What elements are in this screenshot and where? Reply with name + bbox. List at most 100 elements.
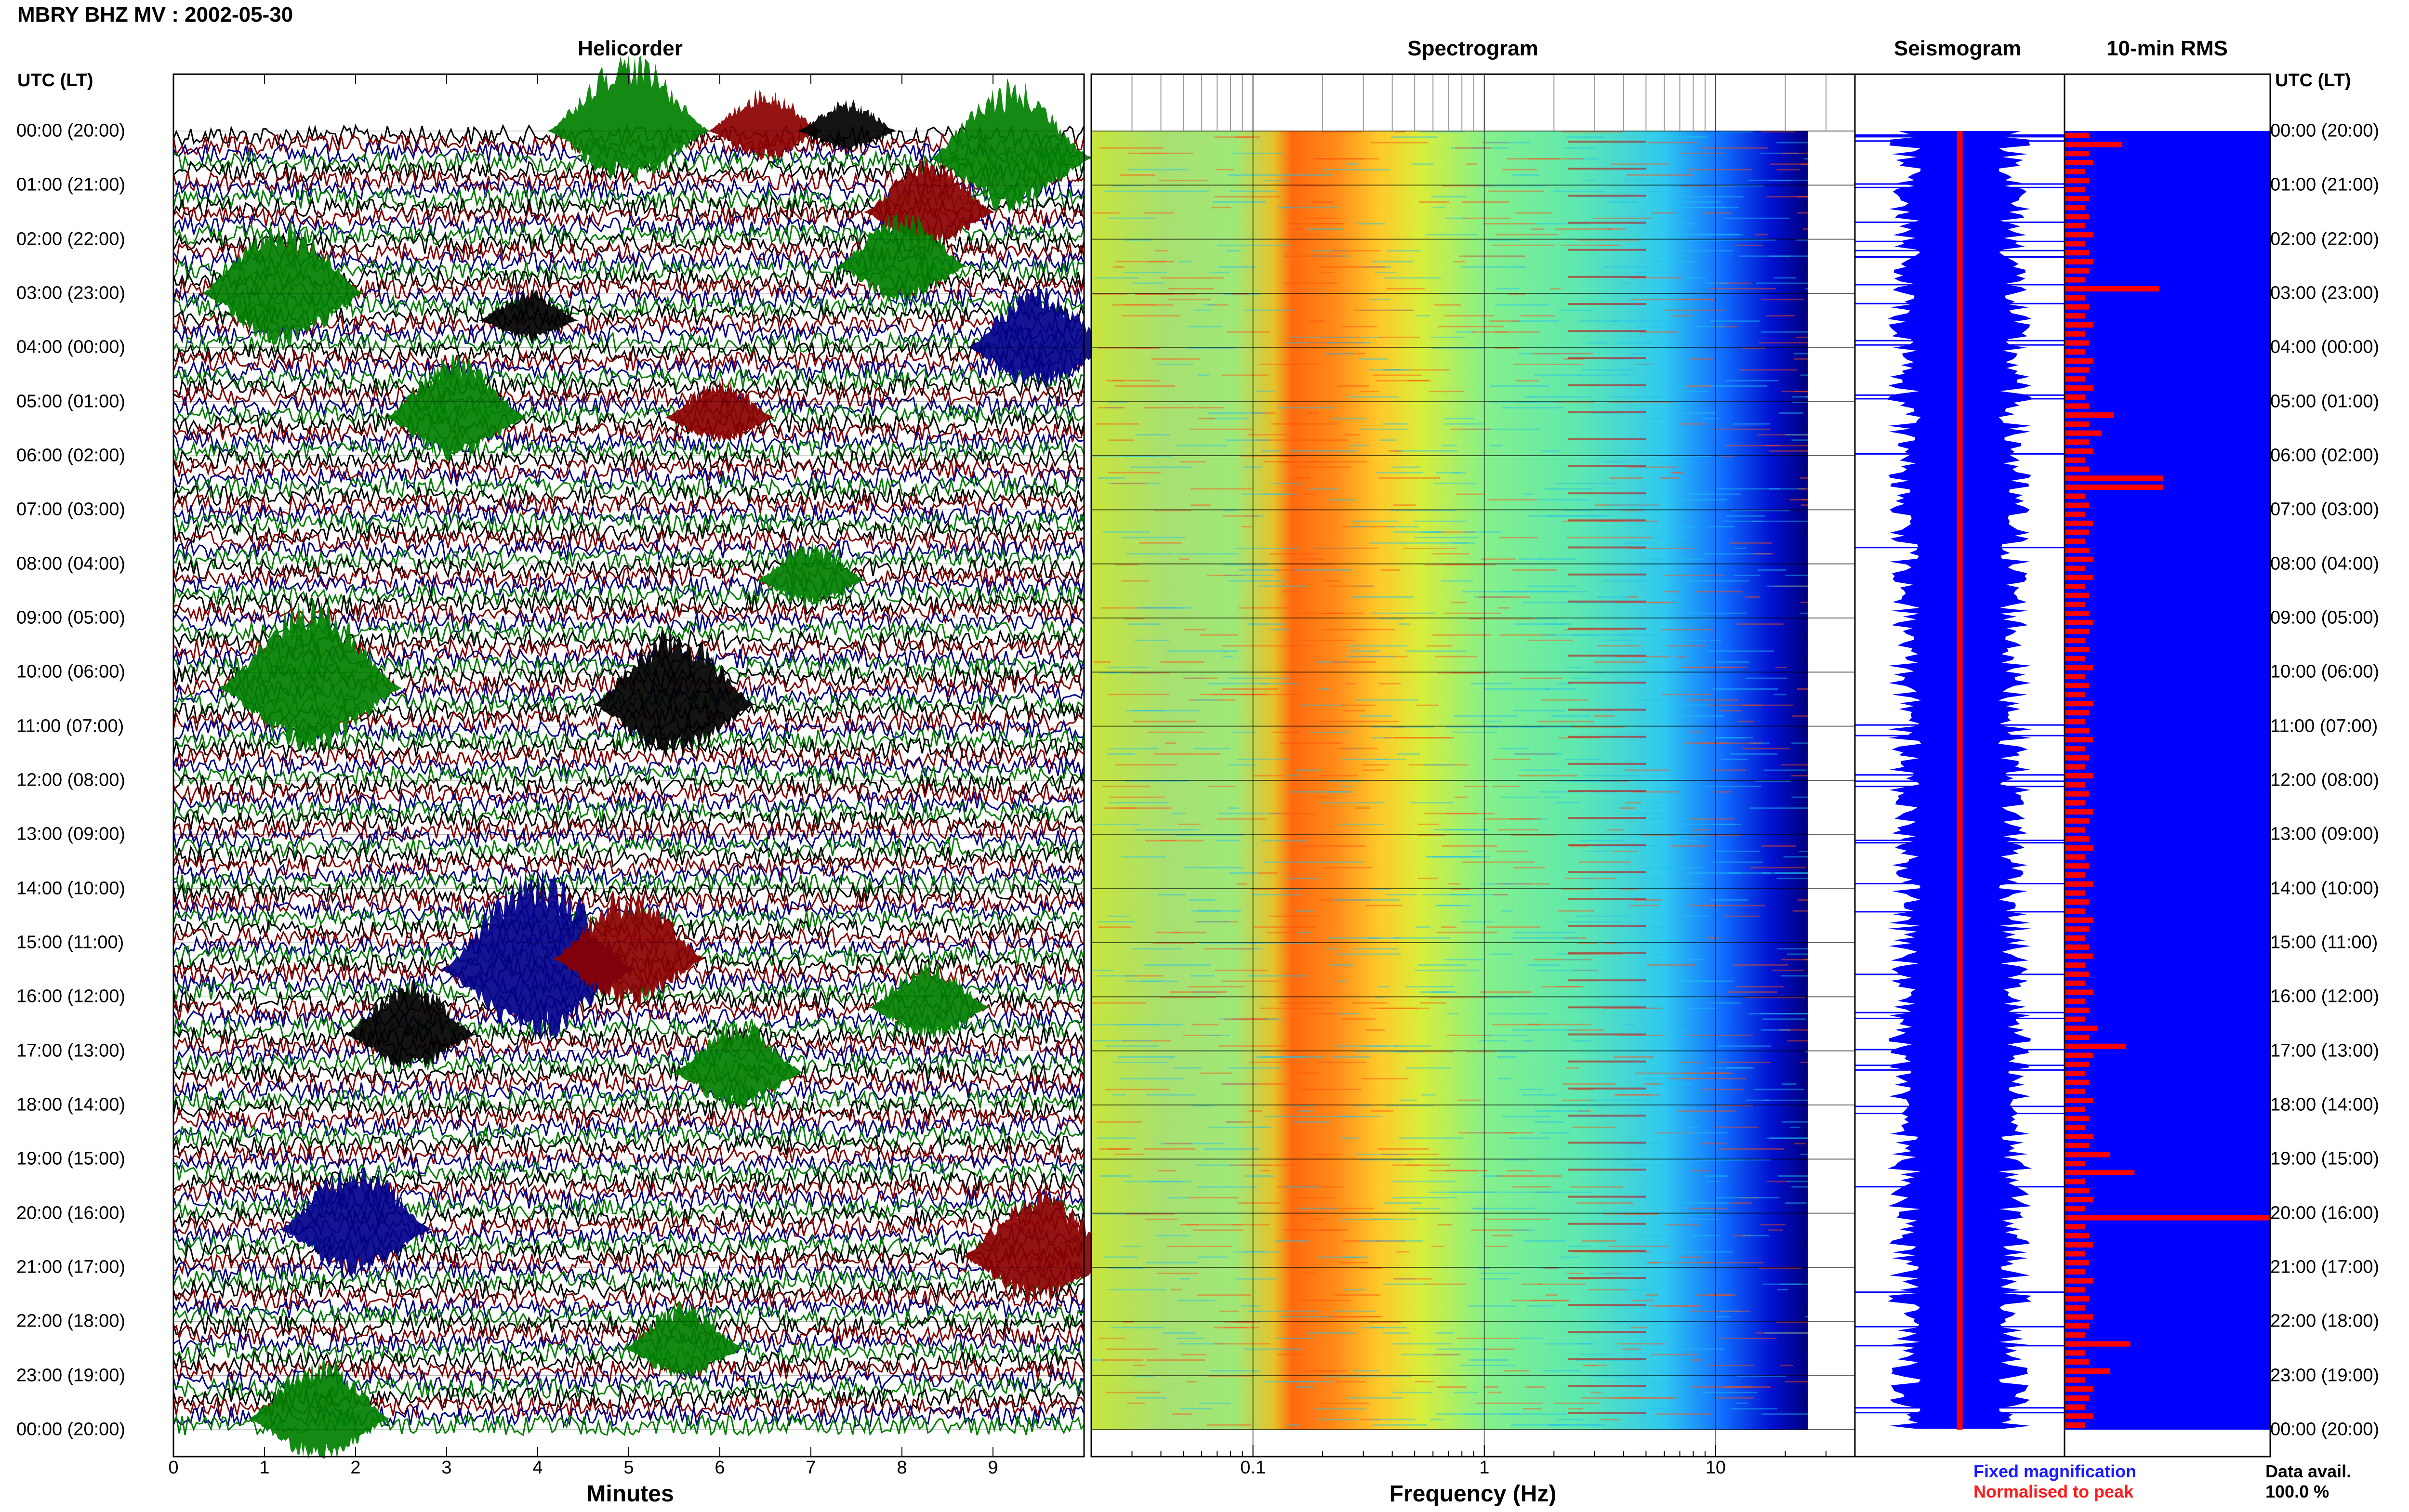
hour-label-right-15: 15:00 (11:00) <box>2270 932 2378 953</box>
helicorder-trace-row-39 <box>172 475 1085 500</box>
rms-bar-64 <box>2065 710 2090 716</box>
helicorder-event-6 <box>200 221 365 348</box>
hour-label-right-5: 05:00 (01:00) <box>2270 391 2380 412</box>
helicorder-trace-row-27 <box>172 367 1085 392</box>
rms-bar-68 <box>2065 746 2085 752</box>
helicorder-event-10 <box>664 377 775 443</box>
helicorder-event-9 <box>384 354 527 462</box>
hour-label-left-2: 02:00 (22:00) <box>16 229 126 250</box>
helicorder-event-5 <box>836 212 968 306</box>
rms-bar-76 <box>2065 818 2090 824</box>
helicorder-trace-row-71 <box>172 763 1085 788</box>
rms-bar-122 <box>2065 1233 2090 1239</box>
rms-bar-55 <box>2065 629 2090 634</box>
hour-label-right-0: 00:00 (20:00) <box>2270 120 2380 141</box>
rms-bar-62 <box>2065 692 2085 697</box>
rms-bar-51 <box>2065 592 2090 598</box>
rms-bar-49 <box>2065 575 2093 580</box>
rms-bar-135 <box>2065 1350 2085 1356</box>
helicorder-event-1 <box>707 89 823 161</box>
helicorder-trace-row-40 <box>172 484 1085 509</box>
rms-bar-89 <box>2065 935 2085 941</box>
rms-bar-143 <box>2065 1422 2085 1428</box>
helicorder-trace-row-117 <box>172 1179 1085 1203</box>
rms-bar-101 <box>2065 1043 2127 1049</box>
rms-bar-100 <box>2065 1035 2090 1040</box>
helicorder-plot <box>172 55 1115 1459</box>
rms-bar-32 <box>2065 421 2090 427</box>
hour-label-left-19: 19:00 (15:00) <box>16 1148 126 1169</box>
helicorder-x-tick-3: 3 <box>441 1458 452 1478</box>
rms-bar-97 <box>2065 1007 2090 1013</box>
hour-label-right-16: 16:00 (12:00) <box>2270 986 2380 1007</box>
rms-bar-120 <box>2065 1215 2270 1221</box>
hour-label-right-18: 18:00 (14:00) <box>2270 1094 2380 1115</box>
rms-bar-138 <box>2065 1377 2085 1383</box>
hour-label-left-11: 11:00 (07:00) <box>16 716 124 736</box>
hour-label-right-3: 03:00 (23:00) <box>2270 283 2380 303</box>
rms-bar-114 <box>2065 1161 2085 1167</box>
data-avail-label: Data avail. <box>2265 1461 2352 1481</box>
hour-label-left-22: 22:00 (18:00) <box>16 1311 126 1331</box>
helicorder-trace-row-32 <box>173 411 1085 437</box>
rms-bar-57 <box>2065 646 2090 653</box>
rms-bar-116 <box>2065 1179 2085 1184</box>
hour-label-right-17: 17:00 (13:00) <box>2270 1040 2380 1061</box>
hour-label-left-0: 00:00 (20:00) <box>16 120 126 141</box>
helicorder-event-11 <box>755 540 866 608</box>
helicorder-event-3 <box>929 78 1093 214</box>
rms-bar-6 <box>2065 187 2085 193</box>
helicorder-event-22 <box>248 1359 391 1459</box>
helicorder-trace-row-82 <box>173 862 1085 888</box>
helicorder-trace-row-111 <box>172 1124 1085 1149</box>
helicorder-trace-row-68 <box>172 736 1085 761</box>
rms-bar-67 <box>2065 737 2093 743</box>
hour-label-right-2: 02:00 (22:00) <box>2270 229 2380 250</box>
helicorder-trace-row-113 <box>173 1143 1085 1167</box>
rms-bar-9 <box>2065 214 2090 220</box>
legend-fixed-magnification: Fixed magnification <box>1973 1461 2137 1481</box>
rms-bar-85 <box>2065 899 2090 905</box>
helicorder-trace-row-74 <box>172 790 1085 815</box>
helicorder-trace-row-133 <box>172 1322 1085 1348</box>
rms-bar-41 <box>2065 502 2090 508</box>
rms-bar-141 <box>2065 1404 2085 1410</box>
helicorder-trace-row-33 <box>172 421 1085 446</box>
helicorder-trace-row-135 <box>172 1341 1085 1365</box>
helicorder-trace-row-41 <box>172 493 1085 518</box>
rms-bar-15 <box>2065 268 2090 274</box>
helicorder-trace-row-100 <box>173 1025 1085 1050</box>
helicorder-x-tick-7: 7 <box>806 1458 816 1478</box>
helicorder-x-axis-title: Minutes <box>586 1481 674 1507</box>
helicorder-trace-row-46 <box>172 538 1085 562</box>
hour-label-left-16: 16:00 (12:00) <box>16 986 126 1007</box>
rms-bar-129 <box>2065 1296 2090 1302</box>
helicorder-trace-row-108 <box>172 1097 1085 1122</box>
rms-bar-134 <box>2065 1341 2131 1347</box>
helicorder-trace-row-103 <box>173 1052 1085 1077</box>
seismogram-plot <box>1855 131 2065 1430</box>
hour-label-left-20: 20:00 (16:00) <box>16 1203 126 1223</box>
rms-bar-91 <box>2065 953 2093 959</box>
rms-bar-12 <box>2065 241 2085 247</box>
rms-bar-93 <box>2065 971 2090 977</box>
helicorder-trace-row-48 <box>173 557 1085 581</box>
helicorder-event-16 <box>868 960 990 1040</box>
helicorder-trace-row-52 <box>172 592 1085 617</box>
rms-bar-27 <box>2065 376 2085 382</box>
rms-bar-40 <box>2065 493 2085 499</box>
rms-bar-11 <box>2065 232 2093 237</box>
helicorder-x-tick-9: 9 <box>988 1458 998 1478</box>
helicorder-x-tick-4: 4 <box>532 1458 543 1478</box>
rms-bar-0 <box>2065 132 2090 138</box>
rms-bar-2 <box>2065 151 2090 157</box>
hour-label-right-4: 04:00 (00:00) <box>2270 337 2380 357</box>
hour-label-left-23: 23:00 (19:00) <box>16 1365 126 1386</box>
rms-bar-30 <box>2065 403 2090 409</box>
hour-label-left-9: 09:00 (05:00) <box>16 607 126 628</box>
spectrogram-x-tick-0: 0.1 <box>1240 1458 1266 1478</box>
helicorder-trace-row-31 <box>172 403 1085 428</box>
rms-bar-18 <box>2065 295 2085 301</box>
helicorder-trace-row-53 <box>173 601 1085 626</box>
rms-bar-83 <box>2065 881 2093 887</box>
